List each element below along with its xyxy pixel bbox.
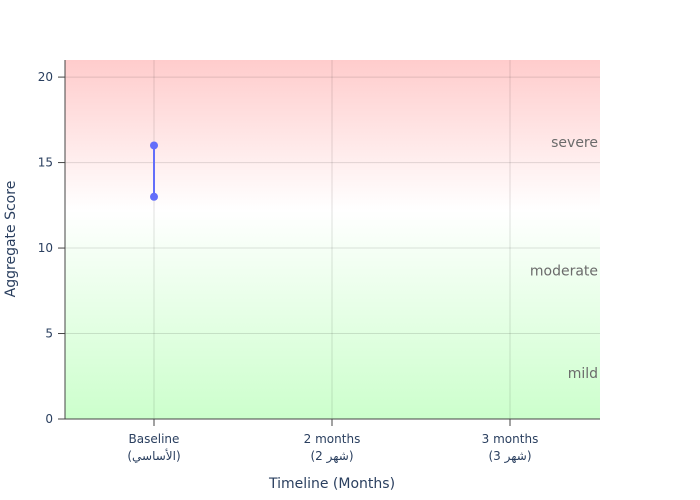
band-label-moderate: moderate [530,263,598,279]
x-tick-sublabel: (شهر 3) [488,449,531,464]
x-tick-sublabel: (شهر 2) [310,449,353,464]
y-tick-label: 15 [38,156,53,170]
x-tick-sublabel: (الأساسي) [127,448,180,463]
band-label-mild: mild [568,366,598,382]
plot-background [65,60,600,419]
y-tick-label: 0 [45,412,53,426]
band-labels: severe moderate mild [530,135,598,382]
x-axis-title: Timeline (Months) [268,476,395,492]
y-tick-label: 5 [45,327,53,341]
x-tick-label: 2 months [304,432,361,446]
series [150,141,158,201]
x-tick-label: Baseline [129,432,180,446]
y-tick-label: 20 [38,70,53,84]
data-point [150,141,158,150]
x-tick-label: 3 months [482,432,539,446]
y-tick-label: 10 [38,241,53,255]
ticks: 0 5 10 15 20 Baseline (الأساسي) 2 months (شهر 2)… [38,70,539,464]
band-label-severe: severe [551,135,598,151]
data-point [150,192,158,201]
y-axis-title: Aggregate Score [3,181,19,298]
